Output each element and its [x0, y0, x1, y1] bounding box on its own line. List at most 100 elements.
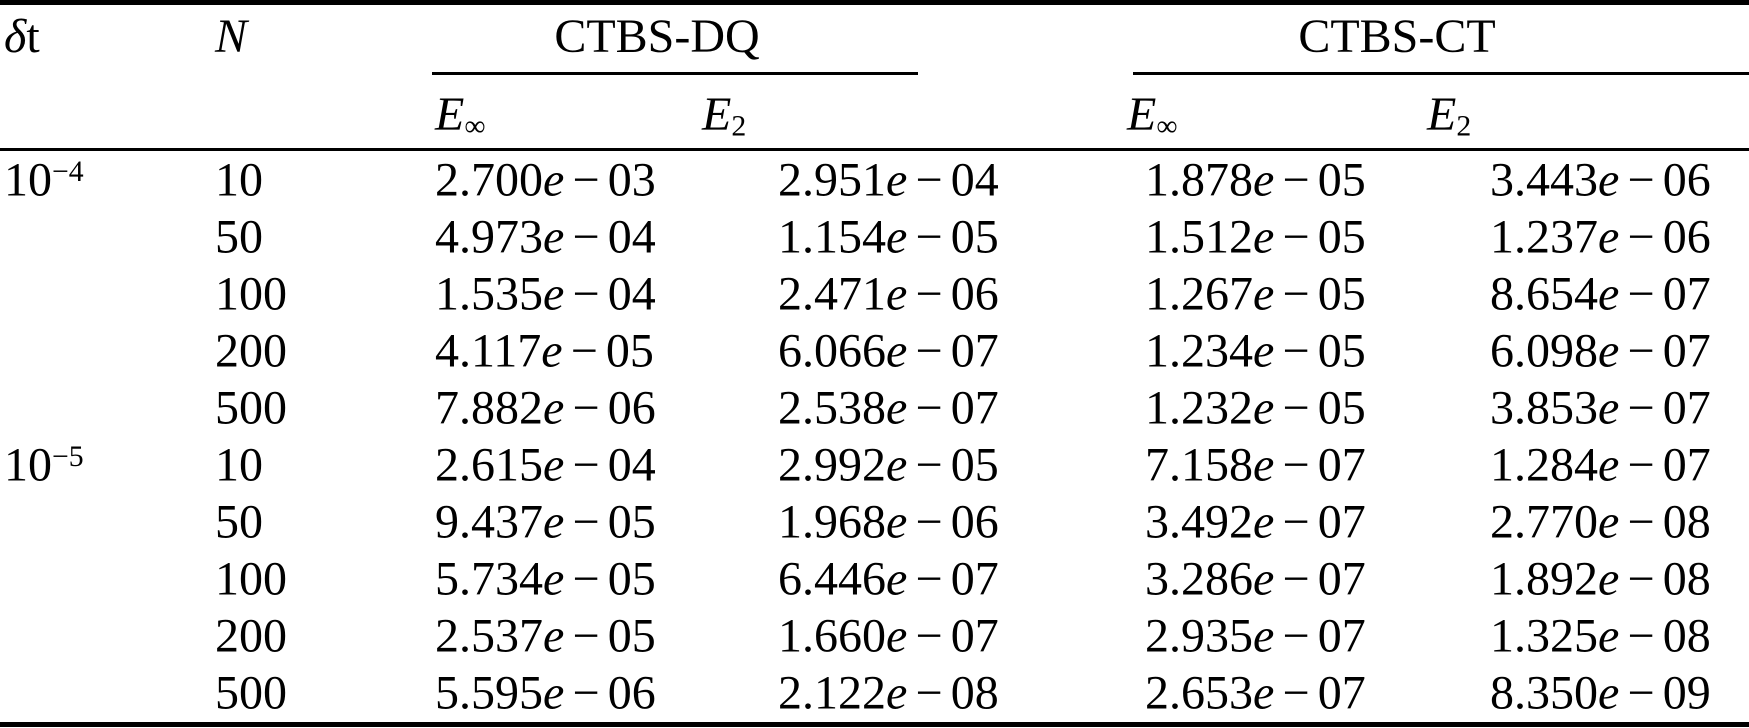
mantissa: 4.973: [435, 209, 543, 263]
mantissa: 2.770: [1490, 494, 1598, 548]
subheader-dq-einf: E∞: [435, 88, 486, 142]
table-row: 10−5 10 2.615e −04 2.992e −05 7.158e −07 1.…: [0, 437, 1749, 494]
mantissa: 2.615: [435, 437, 543, 491]
mantissa: 8.654: [1490, 266, 1598, 320]
sci-e: e: [543, 665, 565, 719]
cell-dq-e2: 6.446e −07: [778, 551, 999, 606]
sci-e: e: [543, 608, 565, 662]
minus-sign: −: [1282, 380, 1310, 434]
table-row: 100 1.535e −04 2.471e −06 1.267e −05 8.654e…: [0, 266, 1749, 323]
cell-dq-einf: 5.595e −06: [435, 665, 656, 720]
exponent: 07: [1317, 494, 1366, 548]
sci-e: e: [1598, 437, 1620, 491]
exponent: 08: [1662, 551, 1711, 605]
sci-e: e: [543, 266, 565, 320]
mantissa: 2.122: [778, 665, 886, 719]
minus-sign: −: [915, 494, 943, 548]
minus-sign: −: [1627, 209, 1655, 263]
minus-sign: −: [1627, 323, 1655, 377]
exponent: 07: [1317, 665, 1366, 719]
e-symbol: E: [1127, 88, 1157, 141]
mantissa: 1.512: [1145, 209, 1253, 263]
mantissa: 1.660: [778, 608, 886, 662]
t-symbol: t: [26, 10, 40, 63]
cell-ct-e2: 3.853e −07: [1490, 380, 1711, 435]
cell-n: 100: [215, 551, 287, 605]
cell-dq-einf: 5.734e −05: [435, 551, 656, 606]
mantissa: 2.935: [1145, 608, 1253, 662]
mantissa: 4.117: [435, 323, 542, 377]
mantissa: 2.538: [778, 380, 886, 434]
e-symbol: E: [435, 88, 465, 141]
delta-symbol: δ: [4, 10, 27, 63]
minus-sign: −: [915, 323, 943, 377]
minus-sign: −: [572, 266, 600, 320]
cell-ct-e2: 8.654e −07: [1490, 266, 1711, 321]
minus-sign: −: [1282, 608, 1310, 662]
cell-ct-einf: 2.653e −07: [1145, 665, 1366, 720]
minus-sign: −: [915, 209, 943, 263]
exponent: 06: [1662, 152, 1711, 206]
minus-sign: −: [572, 209, 600, 263]
dt-exponent: −4: [52, 154, 84, 188]
exponent: 05: [1317, 209, 1366, 263]
exponent: 05: [607, 494, 656, 548]
cell-dq-einf: 2.700e −03: [435, 152, 656, 207]
mantissa: 7.158: [1145, 437, 1253, 491]
cell-dq-e2: 1.660e −07: [778, 608, 999, 663]
two-subscript: 2: [731, 109, 747, 143]
minus-sign: −: [1282, 494, 1310, 548]
exponent: 06: [1662, 209, 1711, 263]
table-top-rule: [0, 0, 1749, 5]
cell-dq-einf: 4.117e −05: [435, 323, 654, 378]
minus-sign: −: [1627, 608, 1655, 662]
dt-exponent: −5: [52, 439, 84, 473]
cell-n: 50: [215, 209, 263, 263]
table-row: 200 4.117e −05 6.066e −07 1.234e −05 6.098e…: [0, 323, 1749, 380]
minus-sign: −: [572, 152, 600, 206]
mantissa: 2.700: [435, 152, 543, 206]
cell-ct-einf: 1.512e −05: [1145, 209, 1366, 264]
cell-ct-e2: 1.892e −08: [1490, 551, 1711, 606]
exponent: 05: [1317, 152, 1366, 206]
cell-ct-e2: 1.237e −06: [1490, 209, 1711, 264]
cell-ct-einf: 3.286e −07: [1145, 551, 1366, 606]
exponent: 09: [1662, 665, 1711, 719]
cell-ct-e2: 1.284e −07: [1490, 437, 1711, 492]
table-body: 10−4 10 2.700e −03 2.951e −04 1.878e −05 3.…: [0, 152, 1749, 722]
cell-dq-einf: 4.973e −04: [435, 209, 656, 264]
minus-sign: −: [572, 551, 600, 605]
cell-ct-einf: 2.935e −07: [1145, 608, 1366, 663]
exponent: 03: [607, 152, 656, 206]
cell-n: 500: [215, 665, 287, 719]
mantissa: 9.437: [435, 494, 543, 548]
cell-n: 100: [215, 266, 287, 320]
subheader-dq-e2: E2: [702, 88, 746, 142]
dt-base: 10: [4, 152, 52, 206]
cell-n: 50: [215, 494, 263, 548]
cell-dq-einf: 9.437e −05: [435, 494, 656, 549]
mantissa: 2.992: [778, 437, 886, 491]
minus-sign: −: [572, 665, 600, 719]
minus-sign: −: [570, 323, 598, 377]
mantissa: 1.232: [1145, 380, 1253, 434]
minus-sign: −: [1627, 266, 1655, 320]
sci-e: e: [543, 494, 565, 548]
exponent: 05: [1317, 323, 1366, 377]
group-header-ctbs-dq: CTBS-DQ: [554, 10, 760, 63]
inf-subscript: ∞: [464, 109, 486, 143]
sci-e: e: [543, 437, 565, 491]
cell-ct-e2: 2.770e −08: [1490, 494, 1711, 549]
minus-sign: −: [1627, 437, 1655, 491]
mantissa: 8.350: [1490, 665, 1598, 719]
exponent: 07: [1317, 608, 1366, 662]
minus-sign: −: [915, 665, 943, 719]
sci-e: e: [886, 494, 908, 548]
sci-e: e: [1598, 665, 1620, 719]
mantissa: 3.853: [1490, 380, 1598, 434]
minus-sign: −: [915, 266, 943, 320]
mantissa: 5.595: [435, 665, 543, 719]
column-header-dt: δt: [4, 10, 40, 64]
exponent: 07: [1317, 437, 1366, 491]
cell-dt: 10−5: [4, 437, 84, 492]
